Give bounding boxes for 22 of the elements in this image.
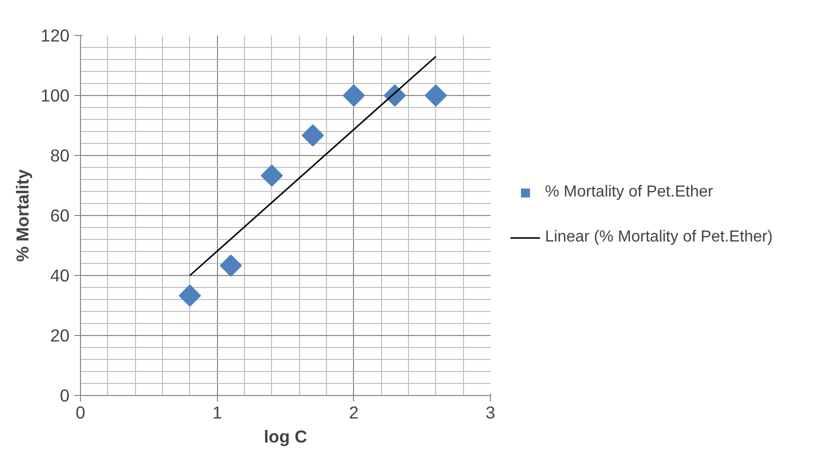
y-tick-label: 80 — [50, 146, 70, 166]
y-axis-title: % Mortality — [12, 168, 33, 262]
point — [220, 254, 242, 277]
point — [260, 164, 283, 187]
x-axis-title: log C — [264, 426, 308, 446]
x-tick-label: 3 — [486, 402, 496, 422]
point — [342, 84, 365, 107]
y-tick-label: 100 — [40, 86, 70, 106]
point — [384, 84, 406, 107]
y-tick-label: 40 — [50, 266, 70, 286]
point — [302, 124, 324, 147]
point — [178, 284, 201, 307]
point — [424, 84, 447, 107]
x-tick-label: 2 — [349, 402, 359, 422]
legend-label: % Mortality of Pet.Ether — [545, 184, 714, 202]
y-tick-label: 60 — [50, 206, 70, 226]
y-tick-label: 120 — [40, 26, 70, 46]
x-tick-label: 1 — [212, 402, 222, 422]
y-tick-label: 0 — [60, 386, 70, 406]
x-tick-label: 0 — [76, 402, 86, 422]
legend-label: Linear (% Mortality of Pet.Ether) — [545, 228, 773, 246]
y-tick-label: 20 — [50, 326, 70, 346]
